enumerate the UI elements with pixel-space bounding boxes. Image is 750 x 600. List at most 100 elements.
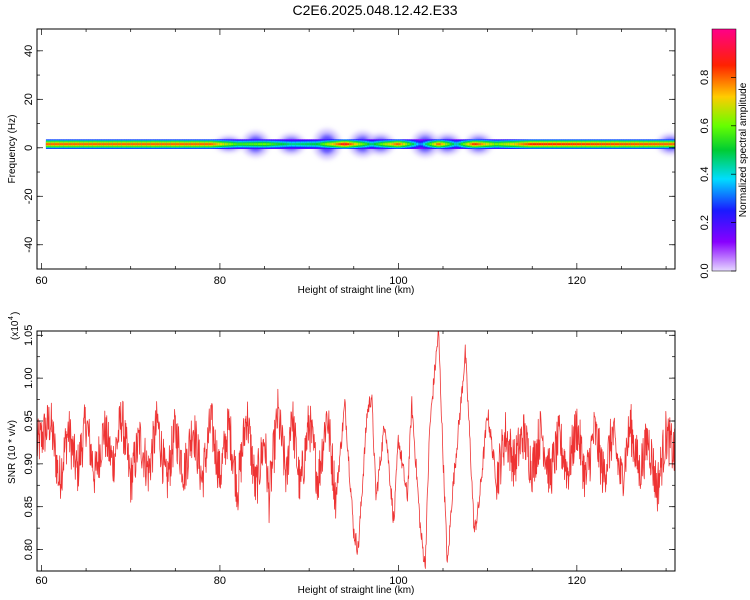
spectrogram-cell bbox=[240, 143, 243, 146]
spectrogram-cell bbox=[474, 143, 477, 146]
snr-frame bbox=[36, 330, 676, 572]
spectrogram-cell bbox=[445, 143, 448, 146]
x-tick-label: 100 bbox=[389, 275, 407, 287]
spectrogram-cell bbox=[211, 143, 214, 146]
spectrogram-cell bbox=[434, 143, 437, 146]
spectrogram-cell bbox=[565, 143, 569, 146]
spectrogram-cell bbox=[541, 143, 544, 146]
spectrogram-cell bbox=[619, 143, 622, 146]
spectrogram-cell bbox=[371, 143, 375, 146]
spectrogram-cell bbox=[516, 143, 520, 146]
spectrogram-cell bbox=[567, 143, 571, 146]
spectrogram-cell bbox=[414, 143, 417, 146]
spectrogram-cell bbox=[621, 143, 624, 146]
spectrogram-cell bbox=[186, 143, 189, 146]
x-tick-label: 100 bbox=[389, 575, 407, 587]
spectrogram-cell bbox=[650, 143, 653, 146]
x-tick-label: 120 bbox=[568, 575, 586, 587]
spectrogram-cell bbox=[485, 143, 488, 146]
spectrogram-cell bbox=[45, 143, 49, 146]
snr-x-label: Height of straight line (km) bbox=[298, 585, 415, 596]
spectrogram-cell bbox=[72, 143, 76, 146]
spectrogram-cell bbox=[190, 143, 194, 146]
spectrogram-cell bbox=[124, 143, 127, 146]
spectrogram-frame bbox=[36, 28, 676, 270]
spectrogram-cell bbox=[231, 143, 234, 146]
spectrogram-cell bbox=[594, 143, 598, 146]
spectrogram-cell bbox=[108, 143, 111, 146]
spectrogram-cell bbox=[532, 143, 535, 146]
spectrogram-cell bbox=[518, 143, 522, 146]
spectrogram-cell bbox=[90, 143, 94, 146]
spectrogram-cell bbox=[300, 143, 303, 146]
spectrogram-cell bbox=[480, 143, 484, 146]
snr-y-ticks: 0.80 0.85 0.90 0.95 1.00 1.05 bbox=[23, 325, 675, 572]
spectrogram-cell bbox=[322, 143, 326, 146]
spectrogram-cell bbox=[70, 143, 73, 146]
spectrogram-cell bbox=[347, 143, 350, 146]
spectrogram-cell bbox=[311, 143, 314, 146]
spectrogram-cell bbox=[344, 143, 348, 146]
spectrogram-cell bbox=[641, 143, 645, 146]
spectrogram-cell bbox=[391, 143, 395, 146]
spectrogram-cell bbox=[523, 143, 526, 146]
spectrogram-cell bbox=[387, 143, 390, 146]
spectrogram-cell bbox=[554, 143, 558, 146]
spectrogram-cell bbox=[112, 143, 116, 146]
spectrogram-cell bbox=[514, 143, 517, 146]
spectrogram-cell bbox=[92, 143, 96, 146]
spectrogram-cell bbox=[295, 143, 299, 146]
spectrogram-cell bbox=[50, 143, 53, 146]
spectrogram-cell bbox=[632, 143, 636, 146]
spectrogram-cell bbox=[552, 143, 555, 146]
spectrogram-cell bbox=[599, 143, 602, 146]
spectrogram-cell bbox=[219, 143, 223, 146]
spectrogram-cell bbox=[478, 143, 482, 146]
spectrogram-cell bbox=[135, 143, 138, 146]
spectrogram-cell bbox=[380, 143, 384, 146]
spectrogram-cell bbox=[106, 143, 109, 146]
spectrogram-cell bbox=[110, 143, 114, 146]
spectrogram-x-label: Height of straight line (km) bbox=[298, 285, 415, 296]
spectrogram-band bbox=[45, 128, 675, 160]
spectrogram-cell bbox=[342, 143, 346, 146]
spectrogram-cell bbox=[222, 143, 225, 146]
spectrogram-cell bbox=[117, 143, 120, 146]
spectrogram-cell bbox=[273, 143, 276, 146]
spectrogram-cell bbox=[623, 143, 627, 146]
spectrogram-cell bbox=[349, 143, 352, 146]
spectrogram-cell bbox=[425, 143, 428, 146]
spectrogram-cell bbox=[570, 143, 573, 146]
y-tick-label: 0.90 bbox=[23, 453, 35, 474]
spectrogram-cell bbox=[494, 143, 497, 146]
spectrogram-cell bbox=[492, 143, 495, 146]
spectrogram-x-ticks: 60 80 100 120 bbox=[35, 29, 667, 287]
spectrogram-cell bbox=[405, 143, 408, 146]
spectrogram-cell bbox=[320, 143, 323, 146]
spectrogram-cell bbox=[318, 143, 321, 146]
spectrogram-cell bbox=[248, 143, 252, 146]
x-tick-label: 60 bbox=[35, 575, 47, 587]
spectrogram-cell bbox=[360, 143, 363, 146]
x-tick-label: 80 bbox=[214, 275, 226, 287]
y-tick-label: -40 bbox=[23, 237, 35, 253]
spectrogram-cell bbox=[52, 143, 56, 146]
spectrogram-cell bbox=[284, 143, 288, 146]
spectrogram-cell bbox=[382, 143, 386, 146]
spectrogram-cell bbox=[657, 143, 660, 146]
y-tick-label: -20 bbox=[23, 188, 35, 204]
spectrogram-cell bbox=[438, 143, 442, 146]
spectrogram-cell bbox=[213, 143, 216, 146]
spectrogram-cell bbox=[556, 143, 560, 146]
spectrogram-cell bbox=[472, 143, 475, 146]
spectrogram-cell bbox=[293, 143, 297, 146]
spectrogram-cell bbox=[83, 143, 87, 146]
colorbar-tick-label: 0.6 bbox=[699, 118, 711, 133]
spectrogram-cell bbox=[313, 143, 317, 146]
spectrogram-cell bbox=[605, 143, 609, 146]
spectrogram-cell bbox=[97, 143, 100, 146]
spectrogram-cell bbox=[324, 143, 328, 146]
spectrogram-cell bbox=[137, 143, 140, 146]
spectrogram-cell bbox=[505, 143, 508, 146]
